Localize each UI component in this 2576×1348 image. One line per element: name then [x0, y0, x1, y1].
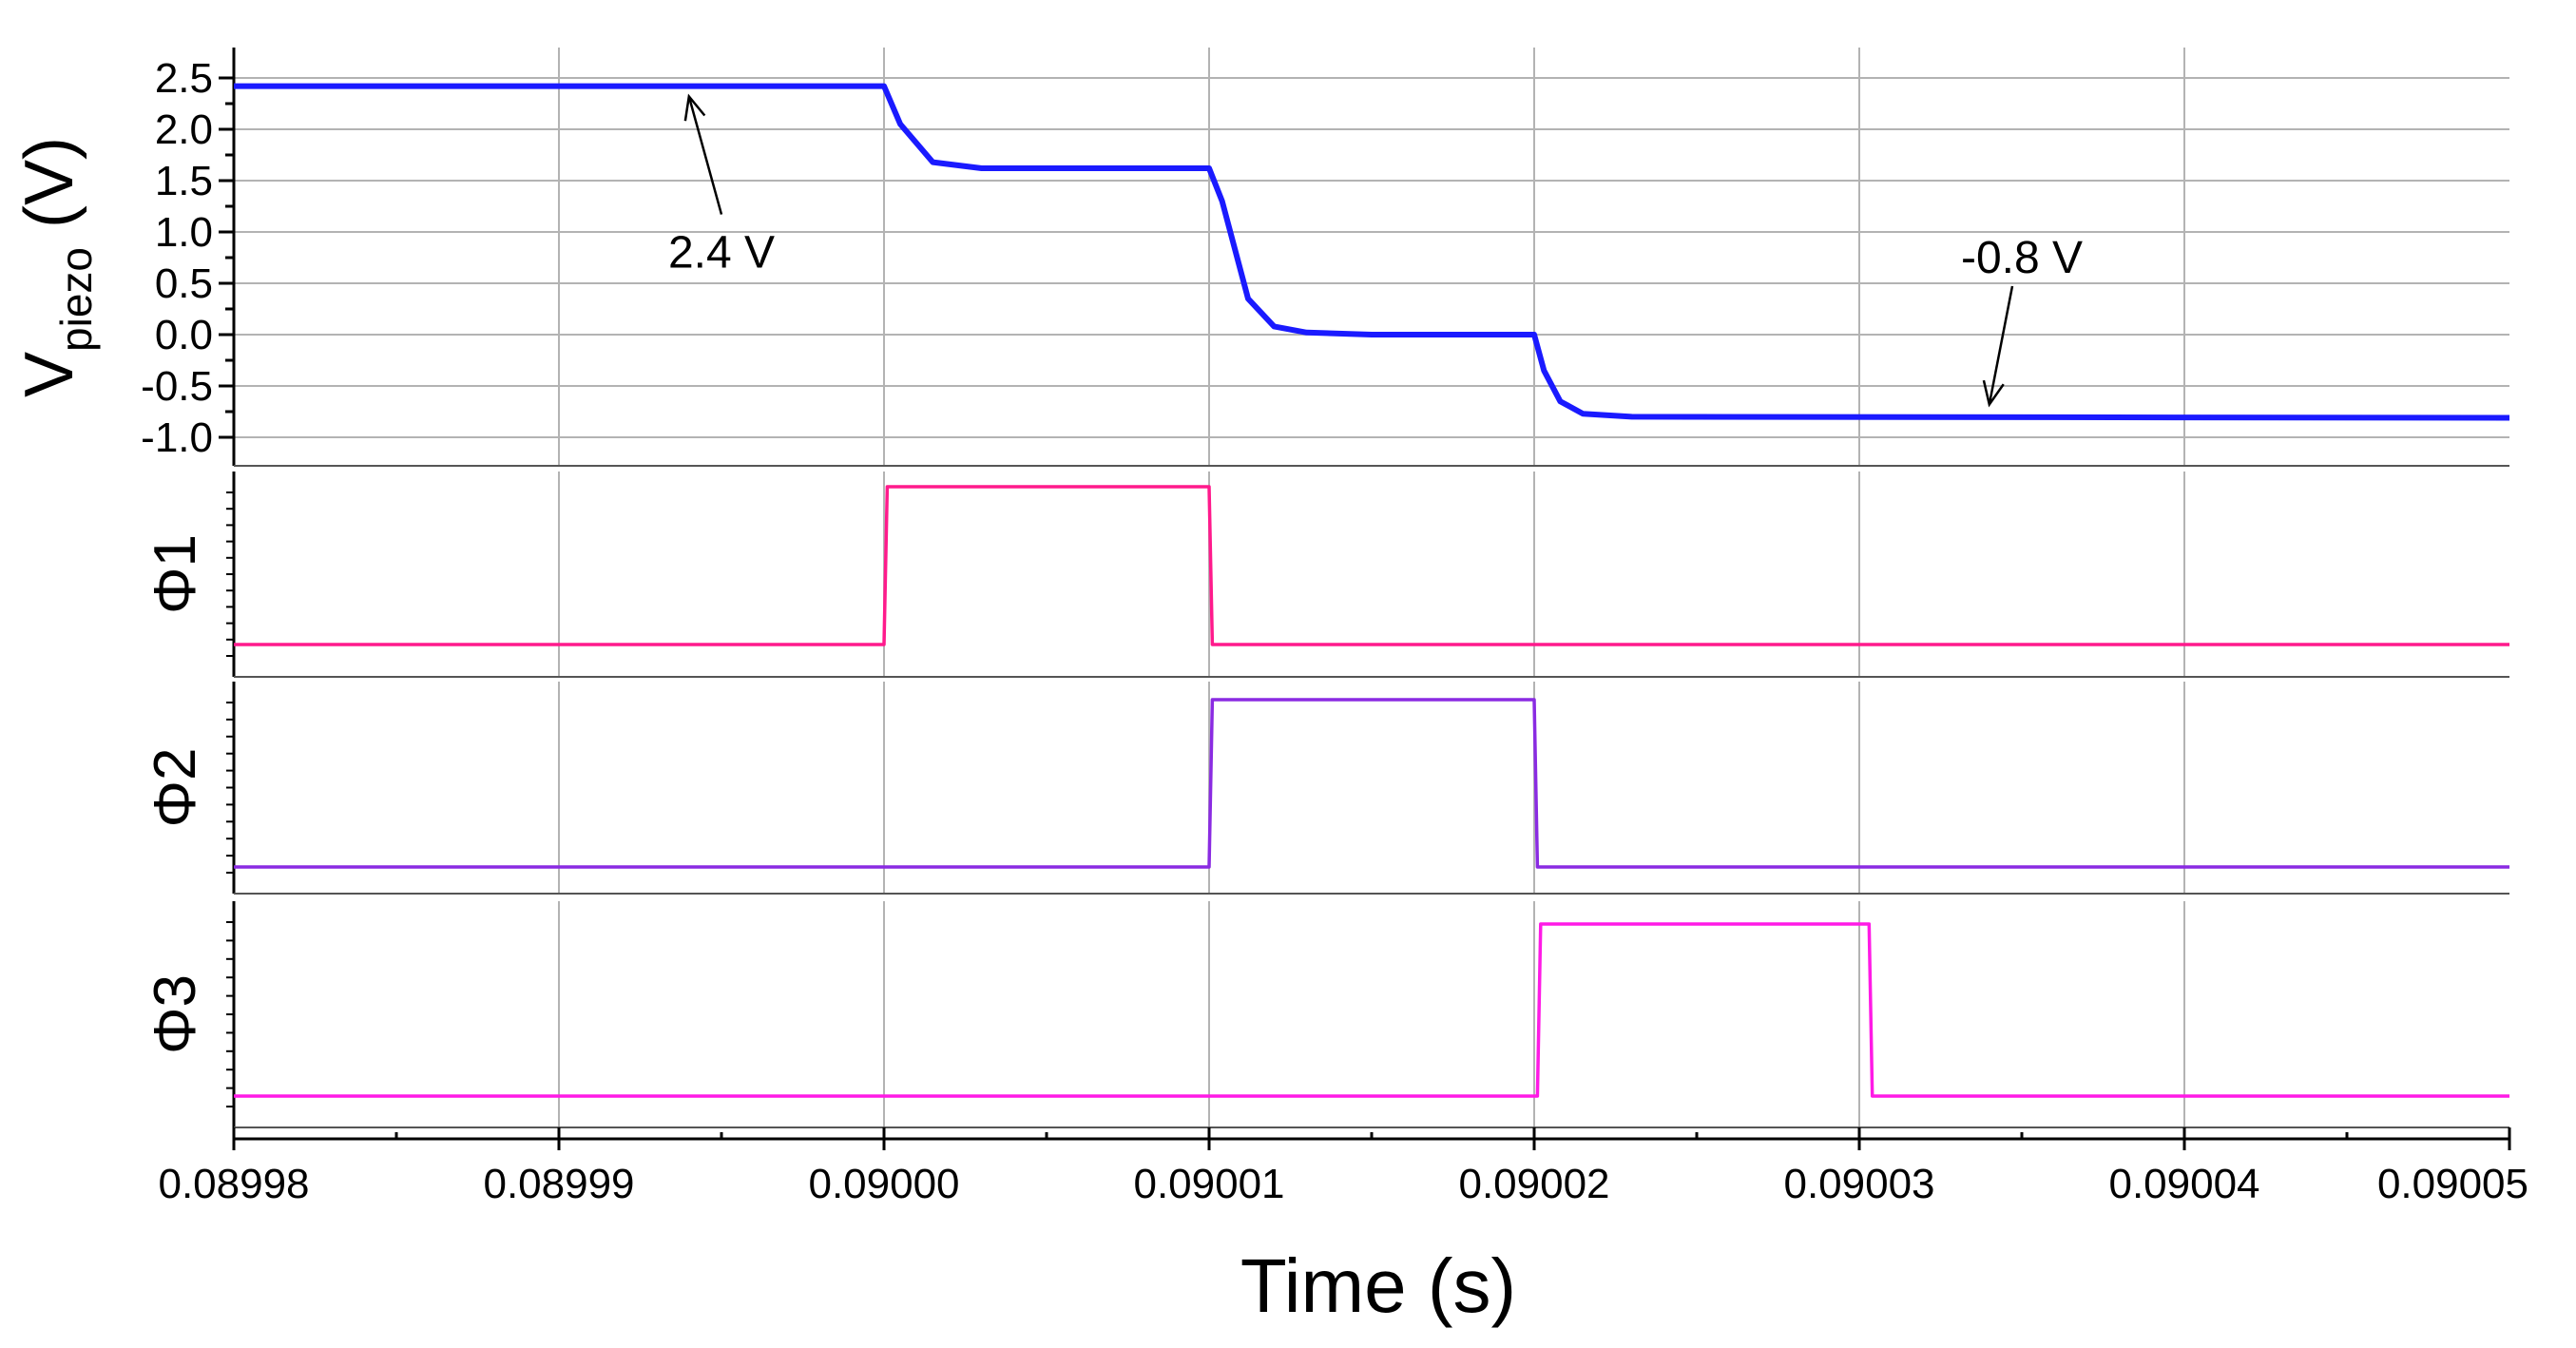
x-tick-label: 0.09004 — [2108, 1161, 2259, 1207]
series-line-phi1 — [234, 485, 2509, 646]
x-axis-title: Time (s) — [1240, 1243, 1516, 1328]
y-axis-title-phi3: Φ3 — [143, 974, 208, 1054]
x-axis: 0.08998 0.08999 0.09000 0.09001 0.09002 0.090… — [158, 1127, 2528, 1207]
annotation-arrowhead — [683, 93, 706, 122]
y-axis-title-phi1: Φ1 — [143, 534, 208, 614]
y-axis-title-phi2: Φ2 — [143, 748, 208, 828]
panel-phi1: Φ1 — [143, 472, 2509, 678]
annotation-arrow — [1988, 285, 2014, 405]
x-tick-label: 0.09000 — [808, 1161, 959, 1207]
panel-phi2: Φ2 — [143, 682, 2509, 895]
annotation-label: 2.4 V — [668, 228, 775, 279]
y-tick-label: 0.0 — [155, 312, 213, 358]
y-tick-label: -1.0 — [141, 414, 213, 461]
y-tick-label: 2.5 — [155, 55, 213, 102]
annotation-arrow — [687, 96, 723, 215]
y-tick-label: 1.0 — [155, 209, 213, 256]
y-axis-title-vpiezo: Vpiezo (V) — [11, 137, 101, 397]
annotation-label: -0.8 V — [1961, 233, 2083, 283]
y-axis-title-unit: (V) — [11, 137, 87, 247]
y-tick-label: 1.5 — [155, 158, 213, 204]
x-tick-label: 0.08999 — [483, 1161, 634, 1207]
series-line-phi2 — [234, 698, 2509, 869]
x-tick-label: 0.09002 — [1458, 1161, 1609, 1207]
x-tick-label: 0.09001 — [1133, 1161, 1284, 1207]
panel-vpiezo: 2.52.0 1.5 1.00.5 0.0 -0.5-1.0 Vpiezo (V) 2.4 … — [11, 48, 2510, 467]
y-tick-label: 2.0 — [155, 106, 213, 153]
y-tick-label: 0.5 — [155, 260, 213, 307]
x-tick-label: 0.08998 — [158, 1161, 309, 1207]
y-tick-label: -0.5 — [141, 363, 213, 410]
y-axis-title-sub: piezo — [51, 247, 101, 352]
x-tick-label: 0.09005 — [2377, 1161, 2528, 1207]
annotation-arrowhead — [1982, 379, 2005, 408]
x-tick-label: 0.09003 — [1783, 1161, 1934, 1207]
panel-phi3: Φ3 — [143, 901, 2509, 1128]
series-line-phi3 — [234, 922, 2509, 1098]
y-axis-title-main: V — [11, 352, 87, 397]
series-line-vpiezo — [234, 83, 2510, 421]
